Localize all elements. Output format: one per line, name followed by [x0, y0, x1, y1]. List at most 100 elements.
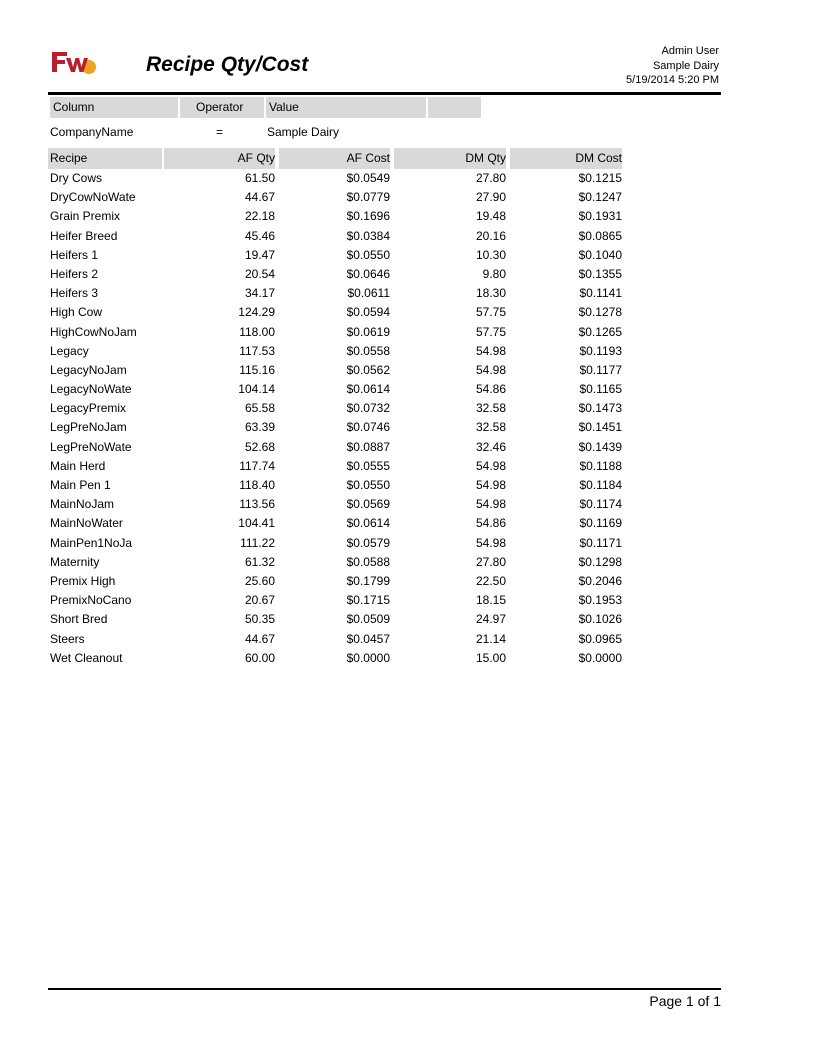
table-row: Heifers 2 20.54 $0.0646 9.80 $0.1355 [48, 265, 622, 284]
cell-af-qty: 124.29 [238, 305, 275, 320]
cell-dm-cost: $0.1169 [579, 516, 623, 531]
table-row: Wet Cleanout 60.00 $0.0000 15.00 $0.0000 [48, 649, 622, 668]
cell-af-qty: 20.67 [244, 593, 275, 608]
logo-letter-w [66, 58, 88, 72]
header-dm-qty: DM Qty [394, 148, 506, 169]
footer-divider [48, 988, 721, 990]
cell-dm-cost: $0.1451 [578, 420, 622, 435]
cell-recipe: Maternity [50, 554, 100, 569]
table-row: Maternity 61.32 $0.0588 27.80 $0.1298 [48, 553, 622, 572]
table-row: Heifers 1 19.47 $0.0550 10.30 $0.1040 [48, 246, 622, 265]
cell-dm-qty: 54.86 [475, 516, 506, 531]
cell-af-qty: 118.40 [239, 478, 275, 492]
cell-dm-qty: 9.80 [482, 266, 506, 281]
user-name: Admin User [661, 45, 719, 57]
cell-dm-cost: $0.1247 [578, 190, 622, 205]
cell-af-cost: $0.0579 [346, 535, 390, 550]
table-row: PremixNoCano 20.67 $0.1715 18.15 $0.1953 [48, 591, 622, 610]
cell-af-cost: $0.0569 [346, 497, 390, 512]
cell-dm-cost: $0.1953 [578, 593, 622, 608]
cell-dm-cost: $0.1184 [579, 478, 623, 492]
cell-af-cost: $0.0614 [346, 382, 390, 397]
filter-header-blank [428, 97, 481, 118]
cell-af-qty: 65.58 [244, 401, 275, 416]
cell-recipe: LegacyPremix [50, 401, 127, 416]
cell-dm-cost: $0.0965 [578, 631, 622, 646]
cell-recipe: Premix High [50, 573, 116, 588]
cell-dm-cost: $0.1040 [578, 247, 622, 262]
header-af-cost: AF Cost [279, 148, 390, 169]
cell-dm-qty: 19.48 [475, 209, 506, 224]
cell-af-qty: 115.16 [239, 362, 275, 377]
cell-af-cost: $0.0779 [346, 190, 390, 205]
cell-af-cost: $0.0384 [346, 228, 390, 243]
filter-header-operator: Operator [180, 97, 264, 118]
cell-af-cost: $0.0746 [346, 420, 390, 435]
fw-logo [52, 52, 96, 74]
cell-dm-qty: 18.30 [475, 286, 506, 301]
logo-letter-f [52, 52, 67, 72]
cell-dm-qty: 10.30 [475, 247, 506, 262]
table-row: Short Bred 50.35 $0.0509 24.97 $0.1026 [48, 610, 622, 629]
table-row: Main Pen 1 118.40 $0.0550 54.98 $0.1184 [48, 476, 622, 495]
cell-recipe: Dry Cows [50, 171, 103, 185]
cell-af-qty: 44.67 [244, 190, 275, 205]
cell-af-cost: $0.0555 [346, 458, 390, 473]
cell-dm-cost: $0.1355 [578, 266, 622, 281]
cell-af-cost: $0.1696 [346, 209, 390, 224]
cell-recipe: MainPen1NoJa [50, 535, 133, 550]
report-meta: Admin User Sample Dairy 5/19/2014 5:20 P… [626, 44, 719, 88]
report-datetime: 5/19/2014 5:20 PM [626, 74, 719, 86]
header-dm-cost: DM Cost [510, 148, 622, 169]
cell-af-cost: $0.1715 [346, 593, 390, 608]
filter-header-column: Column [50, 97, 178, 118]
cell-dm-cost: $0.1026 [578, 612, 622, 627]
table-row: Premix High 25.60 $0.1799 22.50 $0.2046 [48, 572, 622, 591]
header-recipe: Recipe [48, 148, 162, 169]
cell-recipe: High Cow [50, 305, 103, 320]
cell-af-cost: $0.0550 [346, 247, 390, 262]
cell-recipe: HighCowNoJam [50, 324, 137, 339]
cell-dm-qty: 27.80 [475, 171, 506, 185]
table-row: LegPreNoWate 52.68 $0.0887 32.46 $0.1439 [48, 438, 622, 457]
cell-af-cost: $0.0558 [346, 343, 390, 358]
table-row: LegPreNoJam 63.39 $0.0746 32.58 $0.1451 [48, 418, 622, 437]
cell-dm-cost: $0.1188 [579, 458, 623, 473]
cell-af-qty: 60.00 [244, 650, 275, 665]
table-row: MainPen1NoJa 111.22 $0.0579 54.98 $0.1171 [48, 534, 622, 553]
cell-dm-cost: $0.1165 [579, 382, 623, 397]
cell-dm-qty: 54.98 [475, 362, 506, 377]
cell-recipe: Heifers 1 [50, 247, 99, 262]
cell-dm-qty: 32.46 [475, 439, 506, 454]
cell-af-qty: 52.68 [244, 439, 275, 454]
cell-dm-qty: 57.75 [475, 324, 506, 339]
table-row: Heifer Breed 45.46 $0.0384 20.16 $0.0865 [48, 227, 622, 246]
cell-recipe: LegPreNoWate [50, 439, 132, 454]
cell-recipe: LegacyNoWate [50, 382, 132, 397]
cell-recipe: LegacyNoJam [50, 362, 127, 377]
table-row: MainNoWater 104.41 $0.0614 54.86 $0.1169 [48, 514, 622, 533]
cell-recipe: Heifers 3 [50, 286, 99, 301]
cell-af-qty: 117.74 [239, 458, 275, 473]
cell-dm-qty: 54.98 [475, 343, 506, 358]
table-row: MainNoJam 113.56 $0.0569 54.98 $0.1174 [48, 495, 622, 514]
cell-af-qty: 117.53 [239, 343, 275, 358]
table-header: Recipe AF Qty AF Cost DM Qty DM Cost [48, 148, 622, 169]
cell-dm-qty: 32.58 [475, 401, 506, 416]
cell-af-cost: $0.0619 [346, 324, 390, 339]
cell-dm-qty: 21.14 [475, 631, 506, 646]
cell-recipe: PremixNoCano [50, 593, 132, 608]
cell-af-cost: $0.0887 [346, 439, 390, 454]
table-row: LegacyNoWate 104.14 $0.0614 54.86 $0.1165 [48, 380, 622, 399]
cell-recipe: Heifers 2 [50, 266, 99, 281]
cell-recipe: Steers [50, 631, 85, 646]
cell-dm-cost: $0.1215 [578, 171, 622, 185]
recipe-table: Recipe AF Qty AF Cost DM Qty DM Cost Dry… [48, 148, 622, 668]
cell-af-qty: 63.39 [244, 420, 275, 435]
cell-af-cost: $0.0646 [346, 266, 390, 281]
table-row: LegacyPremix 65.58 $0.0732 32.58 $0.1473 [48, 399, 622, 418]
cell-recipe: MainNoJam [50, 497, 115, 512]
cell-dm-qty: 54.98 [475, 478, 506, 492]
cell-af-qty: 45.46 [244, 228, 275, 243]
cell-af-cost: $0.1799 [346, 573, 390, 588]
